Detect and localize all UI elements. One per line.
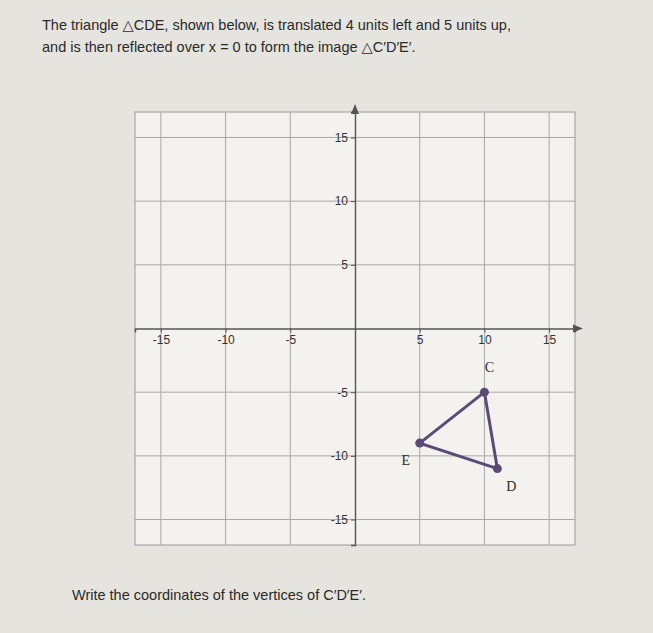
title: The triangle △CDE, shown below, is trans… [42,17,511,33]
y-tick-mark [351,201,355,202]
y-tick-mark [351,456,355,457]
y-tick: -5 [337,386,355,400]
y-tick-label: 5 [341,258,348,272]
x-tick-mark [420,329,421,333]
x-tick: -15 [153,329,171,348]
vertex-label: C [485,360,494,375]
y-tick-label: -15 [331,513,349,527]
y-tick: 10 [335,194,355,208]
y-tick-mark [351,265,355,266]
vertex-label: E [401,453,410,468]
x-tick-label: 15 [543,333,557,347]
x-tick-mark [484,329,485,333]
y-tick-mark [351,137,355,138]
x-tick-mark [161,329,162,333]
x-tick: -5 [285,329,296,348]
y-tick-mark [351,392,355,393]
x-tick-mark [549,329,550,333]
y-tick-label: 15 [335,131,349,145]
paper [0,0,653,633]
y-axis-line [351,113,356,546]
x-tick-label: -15 [153,333,171,347]
x-tick-label: -10 [217,333,235,347]
y-tick: -10 [331,449,355,463]
x-tick-mark [226,329,227,333]
x-tick: -10 [217,329,235,348]
triangle-outline [420,392,498,468]
x-tick-label: 10 [478,333,492,347]
x-tick: 15 [543,329,557,348]
y-tick: 5 [341,258,355,272]
x-tick-label: -5 [285,333,296,347]
x-tick-label: 5 [417,333,424,347]
y-tick-label: -5 [337,386,348,400]
x-tick: 10 [478,329,492,348]
y-tick-label: -10 [331,449,349,463]
grid [135,112,575,545]
marks [415,388,502,473]
y-axis: -15 -10 -5 5 10 15 [331,113,356,546]
x-axis-arrow [573,325,583,333]
vertex-label: D [506,479,516,494]
y-tick-mark [351,520,355,521]
vertex [480,388,489,397]
y-axis-arrow [351,104,359,114]
y-tick: 15 [335,131,355,145]
vertex [493,464,502,473]
plot-frame [135,112,575,545]
title: and is then reflected over x = 0 to form… [42,39,416,55]
vertex [415,439,424,448]
y-tick-label: 10 [335,194,349,208]
y-tick: -15 [331,513,355,527]
x-tick: 5 [417,329,424,348]
annotation: Write the coordinates of the vertices of… [72,587,366,603]
x-tick-mark [290,329,291,333]
